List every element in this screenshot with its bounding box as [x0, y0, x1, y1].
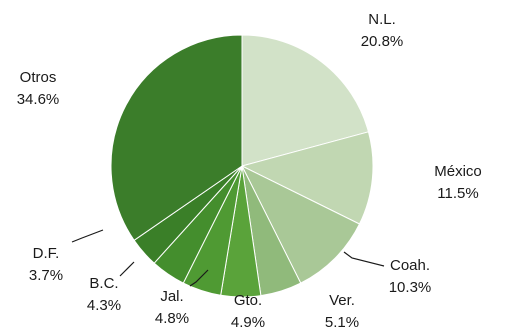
- slice-value-n-l: 20.8%: [361, 33, 404, 50]
- slice-value-ver: 5.1%: [325, 314, 359, 327]
- leader-line-jal: [189, 269, 209, 287]
- pie-slice-mexico: [240, 131, 374, 225]
- pie-slice-coah: [240, 164, 361, 284]
- slice-label-coah: Coah.: [390, 257, 430, 274]
- slice-label-otros: Otros: [20, 69, 57, 86]
- slice-value-b-c: 4.3%: [87, 297, 121, 314]
- leader-line-b-c: [119, 261, 135, 277]
- slice-value-coah: 10.3%: [389, 279, 432, 296]
- slice-labels: N.L. 20.8% México 11.5% Coah. 10.3% Ver. 5.1% Gt…: [17, 11, 482, 327]
- slice-label-mexico: México: [434, 163, 482, 180]
- slice-label-jal: Jal.: [160, 288, 183, 305]
- slice-value-jal: 4.8%: [155, 310, 189, 327]
- slice-value-gto: 4.9%: [231, 314, 265, 327]
- slice-value-d-f: 3.7%: [29, 267, 63, 284]
- slice-label-gto: Gto.: [234, 292, 262, 309]
- leader-line-coah: [343, 251, 385, 267]
- pie-slice-n-l: [241, 34, 370, 167]
- slice-label-n-l: N.L.: [368, 11, 396, 28]
- pie-slices: [110, 34, 374, 298]
- leader-line-d-f: [71, 229, 104, 243]
- slice-label-ver: Ver.: [329, 292, 355, 309]
- leader-lines: [71, 229, 385, 287]
- slice-value-mexico: 11.5%: [437, 185, 478, 202]
- slice-value-otros: 34.6%: [17, 91, 60, 108]
- pie-slice-otros: [110, 34, 243, 242]
- slice-label-d-f: D.F.: [33, 245, 60, 262]
- slice-label-b-c: B.C.: [89, 275, 118, 292]
